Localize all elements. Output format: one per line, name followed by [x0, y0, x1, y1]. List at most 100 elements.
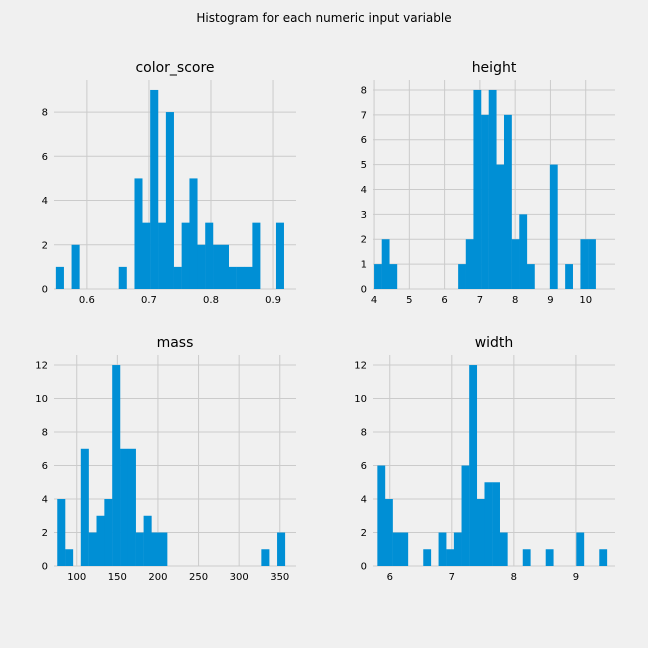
histogram-bar	[549, 164, 558, 289]
histogram-bar	[374, 264, 382, 289]
histogram-bar	[565, 264, 573, 289]
histogram-bar	[244, 266, 253, 289]
histogram-bar	[228, 266, 237, 289]
histogram-bar	[142, 222, 151, 289]
histogram-bar	[261, 549, 270, 566]
x-tick-label: 150	[108, 572, 127, 583]
x-tick-label: 0.8	[203, 295, 219, 306]
y-tick-label: 0	[42, 562, 48, 573]
histogram-bar	[127, 448, 136, 566]
histogram-bar	[496, 164, 505, 289]
histogram-bar	[135, 532, 144, 566]
histogram-bar	[112, 365, 121, 566]
histogram-bar	[181, 222, 190, 289]
histogram-bar	[120, 448, 129, 566]
figure-title: Histogram for each numeric input variabl…	[196, 11, 452, 25]
x-tick-label: 6	[441, 295, 447, 306]
histogram-bar	[545, 549, 554, 566]
y-tick-label: 4	[361, 185, 367, 196]
histogram-bar	[453, 532, 462, 566]
y-tick-label: 2	[361, 235, 367, 246]
histogram-bar	[173, 266, 182, 289]
x-tick-label: 0.6	[79, 295, 95, 306]
y-tick-label: 3	[361, 210, 367, 221]
x-tick-label: 7	[477, 295, 483, 306]
histogram-bar	[503, 114, 512, 289]
histogram-bar	[220, 244, 229, 289]
y-tick-label: 10	[35, 394, 48, 405]
histogram-bar	[492, 482, 500, 566]
y-tick-label: 2	[42, 528, 48, 539]
histogram-bar	[400, 532, 409, 566]
subplot-title: width	[475, 335, 514, 351]
histogram-bar	[461, 465, 470, 566]
histogram-bar	[55, 266, 64, 289]
histogram-bar	[458, 264, 466, 289]
histogram-bar	[469, 365, 478, 566]
histogram-bar	[580, 239, 589, 289]
histogram-bar	[213, 244, 222, 289]
histogram-bar	[80, 448, 89, 566]
histogram-bar	[150, 89, 159, 289]
histogram-bar	[143, 515, 152, 566]
histogram-bar	[476, 499, 485, 566]
histogram-bar	[236, 266, 245, 289]
histogram-bar	[104, 499, 113, 566]
histogram-bar	[465, 239, 474, 289]
histogram-bar	[151, 532, 160, 566]
histogram-bar	[277, 532, 286, 566]
histogram-bar	[158, 222, 167, 289]
x-tick-label: 9	[547, 295, 553, 306]
y-tick-label: 5	[361, 160, 367, 171]
histogram-bar	[381, 239, 390, 289]
histogram-bar	[205, 222, 214, 289]
histogram-bar	[65, 549, 74, 566]
histogram-bar	[88, 532, 97, 566]
y-tick-label: 6	[361, 461, 367, 472]
x-tick-label: 0.7	[141, 295, 157, 306]
histogram-bar	[392, 532, 401, 566]
y-tick-label: 2	[361, 528, 367, 539]
y-tick-label: 6	[42, 461, 48, 472]
y-tick-label: 8	[361, 428, 367, 439]
histogram-bar	[473, 89, 482, 289]
y-tick-label: 2	[42, 240, 48, 251]
x-tick-label: 350	[270, 572, 289, 583]
histogram-bar	[377, 465, 386, 566]
y-tick-label: 1	[361, 260, 367, 271]
y-tick-label: 8	[42, 108, 48, 119]
y-tick-label: 4	[42, 495, 48, 506]
y-tick-label: 0	[42, 285, 48, 296]
histogram-bar	[446, 549, 455, 566]
histogram-bar	[423, 549, 432, 566]
histogram-bar	[159, 532, 168, 566]
x-tick-label: 10	[579, 295, 592, 306]
x-tick-label: 4	[371, 295, 377, 306]
y-tick-label: 10	[354, 394, 367, 405]
x-tick-label: 8	[512, 295, 518, 306]
histogram-bar	[71, 244, 80, 289]
histogram-bar	[438, 532, 447, 566]
histogram-bar	[522, 549, 531, 566]
x-tick-label: 250	[189, 572, 208, 583]
histogram-bar	[189, 178, 198, 289]
subplot-width: width 6 7 8 9 0 2 4 6 8 10 12	[354, 335, 615, 583]
y-tick-label: 7	[361, 110, 367, 121]
y-tick-label: 0	[361, 562, 367, 573]
y-tick-label: 6	[42, 152, 48, 163]
x-tick-label: 6	[387, 572, 393, 583]
x-tick-label: 8	[511, 572, 517, 583]
y-tick-label: 12	[354, 361, 367, 372]
histogram-bar	[96, 515, 105, 566]
histogram-bar	[252, 222, 261, 289]
y-tick-label: 12	[35, 361, 48, 372]
histogram-bar	[57, 499, 66, 566]
histogram-bar	[275, 222, 284, 289]
histogram-bar	[165, 112, 174, 289]
histogram-bar	[484, 482, 493, 566]
subplot-title: color_score	[135, 60, 214, 76]
histogram-bar	[134, 178, 143, 289]
histogram-bar	[389, 264, 398, 289]
x-tick-label: 7	[449, 572, 455, 583]
